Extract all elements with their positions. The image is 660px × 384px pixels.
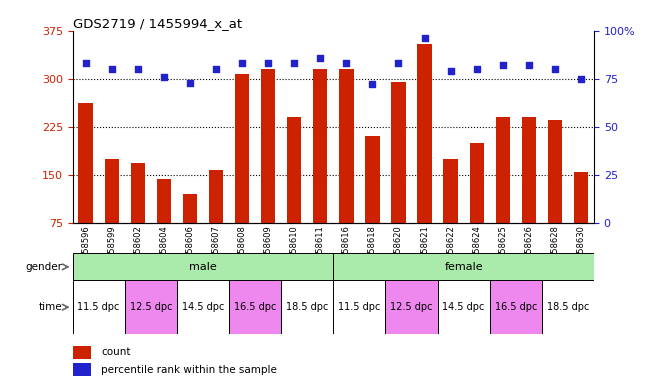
Bar [281,280,333,334]
Text: male: male [189,262,217,272]
Point [237,60,248,66]
Bar [73,280,125,334]
Bar [548,120,562,223]
Point [133,66,143,72]
Bar [490,280,542,334]
Bar [385,280,438,334]
Text: 14.5 dpc: 14.5 dpc [442,302,485,312]
Text: gender: gender [25,262,62,272]
Bar [313,69,327,223]
Point [315,55,325,61]
Text: time: time [38,302,62,312]
Bar [104,159,119,223]
Point [106,66,117,72]
Bar [183,194,197,223]
Text: 16.5 dpc: 16.5 dpc [494,302,537,312]
Text: 16.5 dpc: 16.5 dpc [234,302,277,312]
Text: 11.5 dpc: 11.5 dpc [77,302,120,312]
Bar [229,280,281,334]
Bar [542,280,594,334]
Bar [73,253,333,280]
Point [498,62,508,68]
Point [446,68,456,74]
Text: 18.5 dpc: 18.5 dpc [286,302,329,312]
Bar [521,117,536,223]
Point [81,60,91,66]
Bar [333,253,594,280]
Text: 11.5 dpc: 11.5 dpc [338,302,381,312]
Point [158,74,169,80]
Bar [444,159,458,223]
Point [263,60,273,66]
Point [471,66,482,72]
Bar [339,69,354,223]
Text: 18.5 dpc: 18.5 dpc [546,302,589,312]
Bar [391,82,406,223]
Bar [235,74,249,223]
Bar [417,43,432,223]
Bar [365,136,379,223]
Text: 14.5 dpc: 14.5 dpc [182,302,224,312]
Text: 12.5 dpc: 12.5 dpc [129,302,172,312]
Bar [333,280,385,334]
Bar [287,117,302,223]
Point [576,76,586,82]
Bar [574,172,588,223]
Bar [125,280,177,334]
Bar [496,117,510,223]
Bar [469,143,484,223]
Bar [209,170,223,223]
Point [419,35,430,41]
Point [289,60,300,66]
Point [211,66,221,72]
Bar [261,69,275,223]
Point [185,79,195,86]
Point [393,60,404,66]
Text: 12.5 dpc: 12.5 dpc [390,302,433,312]
Point [523,62,534,68]
Text: percentile rank within the sample: percentile rank within the sample [101,365,277,375]
Bar [177,280,229,334]
Bar [131,163,145,223]
Point [367,81,378,88]
Bar [79,103,93,223]
Point [550,66,560,72]
Bar [156,179,171,223]
Bar [73,363,91,376]
Bar [73,346,91,359]
Text: female: female [444,262,483,272]
Point [341,60,352,66]
Text: GDS2719 / 1455994_x_at: GDS2719 / 1455994_x_at [73,17,242,30]
Bar [438,280,490,334]
Text: count: count [101,347,131,357]
